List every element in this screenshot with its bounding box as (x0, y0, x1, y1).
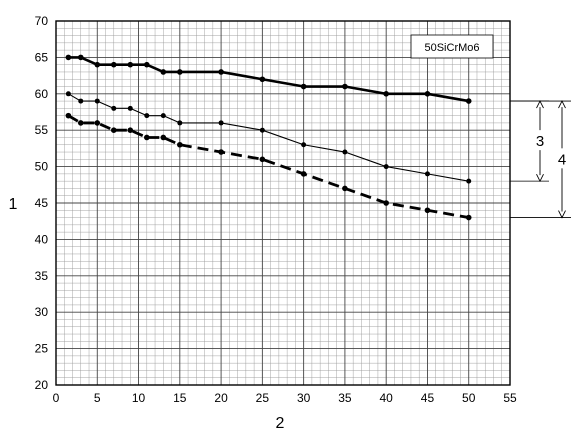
bracket-label-bg (555, 148, 569, 169)
data-point (218, 120, 224, 126)
data-point (465, 214, 472, 221)
y-tick-label: 55 (35, 123, 49, 137)
data-point (259, 127, 265, 133)
x-tick-label: 0 (53, 391, 60, 405)
data-point (383, 200, 389, 206)
data-point (160, 113, 166, 119)
data-point (110, 61, 117, 68)
data-point (144, 113, 150, 119)
data-point (301, 142, 307, 148)
data-point (259, 156, 266, 163)
data-point (127, 61, 134, 68)
y-tick-label: 45 (35, 196, 49, 210)
data-point (466, 178, 472, 184)
y-tick-label: 65 (35, 50, 49, 64)
y-tick-label: 25 (35, 342, 49, 356)
plot-frame (55, 20, 511, 386)
data-point (94, 61, 101, 68)
data-point (342, 185, 348, 192)
data-point (160, 69, 167, 75)
x-tick-label: 10 (132, 391, 146, 405)
x-axis-title: 2 (276, 415, 285, 432)
data-point (383, 91, 389, 97)
arrowhead-down (558, 210, 566, 219)
data-point (78, 98, 84, 104)
data-point (111, 105, 117, 111)
series-3-line (67, 114, 469, 219)
bracket-4: 4 (510, 100, 571, 219)
x-tick-label: 50 (462, 391, 476, 405)
y-tick-label: 60 (35, 87, 49, 101)
data-point (177, 120, 183, 126)
x-tick-label: 20 (214, 391, 228, 405)
y-tick-label: 20 (35, 378, 49, 392)
x-tick-label: 5 (94, 391, 101, 405)
data-point (127, 127, 134, 133)
x-tick-label: 45 (421, 391, 435, 405)
legend-frame (410, 34, 494, 59)
arrowhead-up (558, 100, 566, 109)
x-tick-label: 25 (256, 391, 270, 405)
data-point (342, 149, 348, 155)
y-tick-label: 35 (35, 269, 49, 283)
series-layer (65, 54, 472, 221)
data-point (110, 127, 117, 133)
y-tick-label: 40 (35, 232, 49, 246)
x-tick-label: 40 (380, 391, 394, 405)
data-point (77, 120, 84, 126)
series-3 (65, 112, 472, 221)
data-point (218, 149, 224, 155)
bracket-label: 3 (536, 133, 544, 150)
x-tick-label: 15 (173, 391, 187, 405)
data-point (424, 91, 431, 97)
bracket-label-bg (533, 130, 547, 151)
data-point (160, 134, 167, 141)
x-tick-label: 55 (503, 391, 517, 405)
data-point (259, 76, 266, 83)
data-point (300, 83, 307, 90)
y-tick-label: 30 (35, 305, 49, 319)
data-point (218, 69, 224, 75)
x-tick-labels: 0 5 10 15 20 25 30 35 40 45 50 55 (53, 391, 517, 405)
data-point (144, 134, 150, 141)
legend-box: 50SiCrMo6 (410, 34, 494, 59)
x-tick-label: 35 (338, 391, 352, 405)
major-grid (55, 20, 511, 386)
data-point (342, 83, 348, 90)
y-tick-label: 50 (35, 160, 49, 174)
data-point (144, 61, 150, 68)
data-point (65, 54, 72, 61)
brackets: 34 (510, 100, 571, 219)
data-point (127, 105, 133, 111)
data-point (300, 171, 307, 177)
data-point (177, 69, 183, 75)
bracket-3: 3 (510, 100, 549, 183)
x-tick-label: 30 (297, 391, 311, 405)
data-point (424, 207, 431, 214)
data-point (77, 54, 84, 61)
data-point (424, 171, 430, 177)
y-tick-labels: 20 25 30 35 40 45 50 55 60 65 70 (35, 14, 49, 392)
data-point (65, 91, 71, 97)
series-2 (65, 91, 472, 184)
data-point (177, 141, 183, 148)
arrowhead-up (536, 100, 544, 109)
y-tick-label: 70 (35, 14, 49, 28)
bracket-label: 4 (558, 151, 566, 168)
data-point (383, 164, 389, 170)
series-1 (65, 54, 472, 104)
legend-label: 50SiCrMo6 (424, 42, 479, 54)
data-point (94, 120, 101, 126)
arrowhead-down (536, 173, 544, 183)
data-point (94, 98, 100, 104)
data-point (65, 112, 72, 119)
y-axis-title: 1 (9, 196, 18, 213)
data-point (465, 98, 472, 104)
